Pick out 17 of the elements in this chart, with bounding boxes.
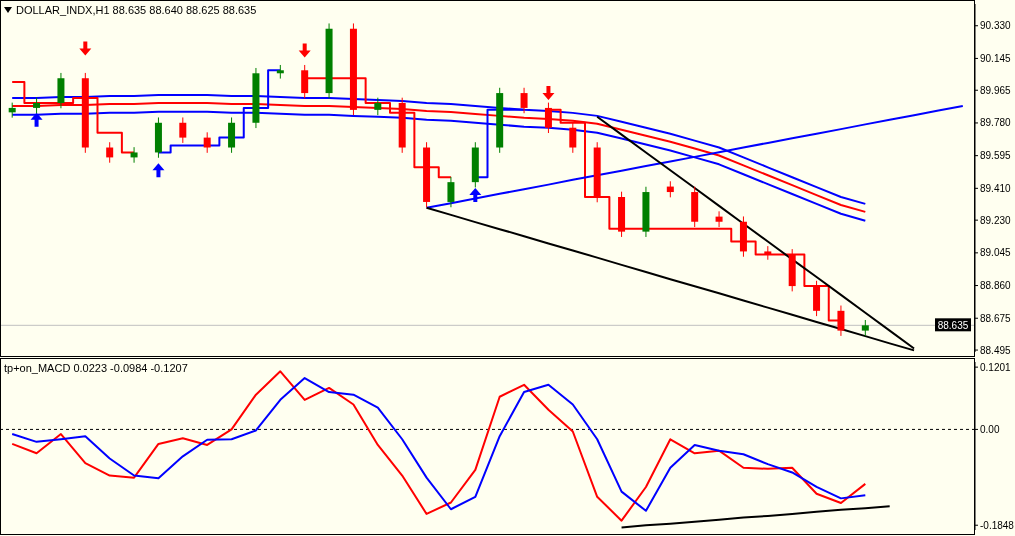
chart-title: tp+on_MACD 0.0223 -0.0984 -0.1207 [4,362,188,374]
y-tick-label: 89.045 [980,247,1012,259]
y-tick-label: 89.410 [980,182,1012,194]
y-tick-label: 0.1201 [980,361,1012,373]
y-tick-label: 89.230 [980,214,1012,226]
chart-title: DOLLAR_INDX,H1 88.635 88.640 88.625 88.635 [16,4,257,16]
y-tick-label: 88.860 [980,280,1012,292]
y-tick-label: 89.595 [980,150,1012,162]
y-tick-label: -0.1848 [980,519,1015,531]
y-tick-label: 90.330 [980,20,1012,32]
y-tick-label: 88.495 [980,344,1012,356]
y-tick-label: 88.675 [980,312,1012,324]
y-tick-label: 89.780 [980,117,1012,129]
y-tick-label: 90.145 [980,52,1012,64]
y-tick-label: 0.00 [980,423,1000,435]
ref-line-label: 88.635 [937,319,969,331]
y-tick-label: 89.965 [980,84,1012,96]
